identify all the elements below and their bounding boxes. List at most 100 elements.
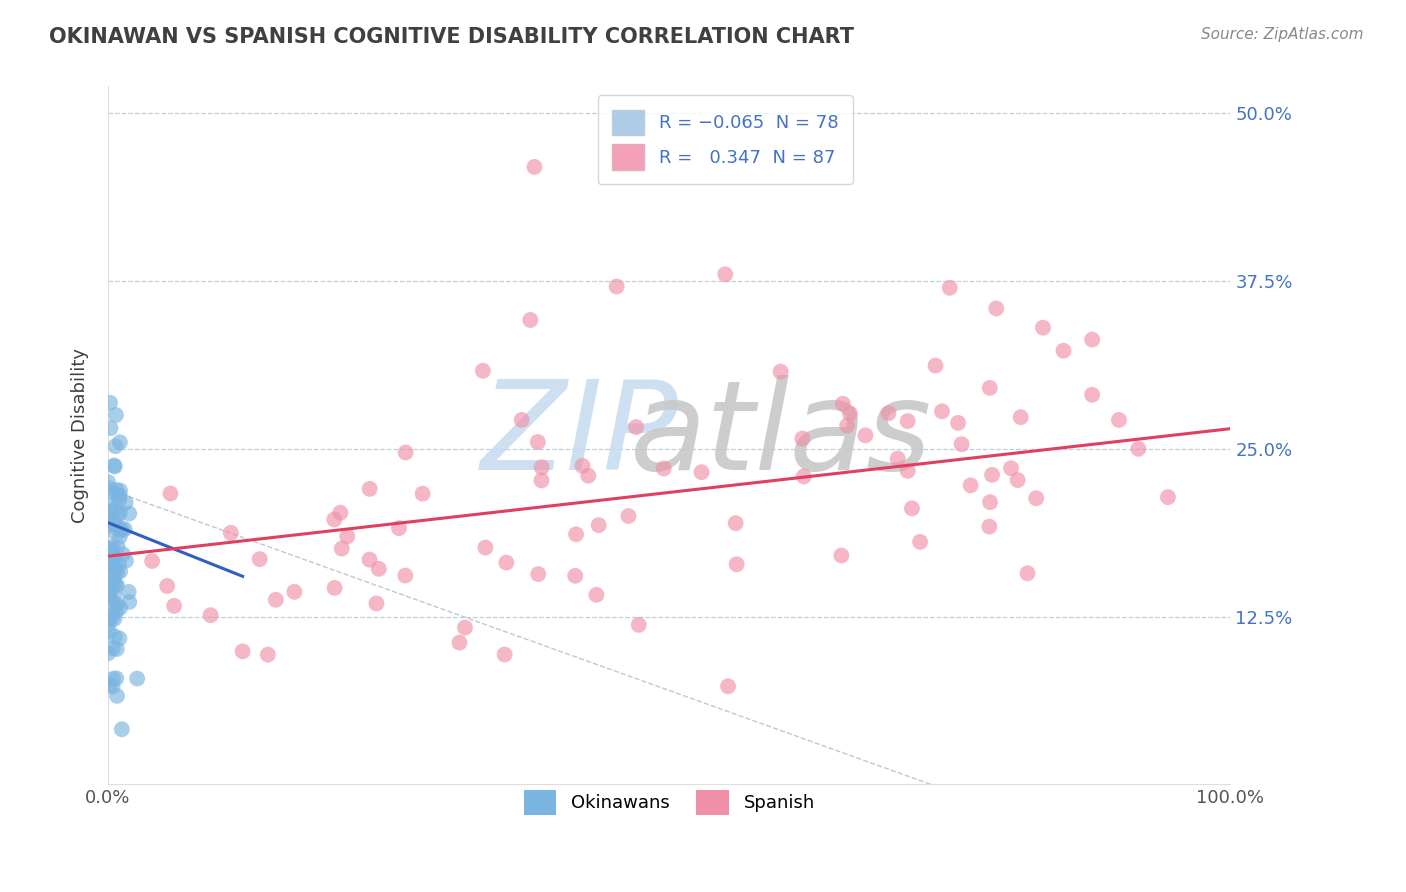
Point xyxy=(283,584,305,599)
Point xyxy=(111,723,134,737)
Point xyxy=(97,519,120,533)
Point xyxy=(104,566,127,581)
Point xyxy=(1081,333,1104,347)
Point xyxy=(108,530,131,544)
Point xyxy=(100,542,122,557)
Point xyxy=(449,635,471,649)
Point xyxy=(101,672,124,686)
Point xyxy=(323,581,346,595)
Point xyxy=(1017,566,1039,581)
Point xyxy=(163,599,186,613)
Point xyxy=(690,465,713,479)
Point xyxy=(105,672,128,686)
Point xyxy=(108,489,131,503)
Point xyxy=(97,481,120,495)
Point xyxy=(494,648,516,662)
Point xyxy=(585,588,607,602)
Point xyxy=(104,439,127,453)
Point xyxy=(101,611,124,625)
Point xyxy=(98,557,121,571)
Point xyxy=(886,451,908,466)
Point xyxy=(108,600,131,615)
Point xyxy=(200,608,222,623)
Point xyxy=(98,609,121,624)
Point xyxy=(981,467,1004,482)
Point xyxy=(105,689,128,703)
Point xyxy=(565,527,588,541)
Point xyxy=(108,483,131,498)
Point xyxy=(1000,461,1022,475)
Text: OKINAWAN VS SPANISH COGNITIVE DISABILITY CORRELATION CHART: OKINAWAN VS SPANISH COGNITIVE DISABILITY… xyxy=(49,27,855,46)
Text: ZIP: ZIP xyxy=(481,375,678,496)
Point xyxy=(495,556,517,570)
Point xyxy=(624,420,647,434)
Point xyxy=(564,569,586,583)
Point xyxy=(257,648,280,662)
Point xyxy=(336,529,359,543)
Point xyxy=(97,515,120,529)
Point xyxy=(264,592,287,607)
Point xyxy=(576,468,599,483)
Point xyxy=(159,486,181,500)
Point xyxy=(103,589,125,603)
Point xyxy=(101,558,124,573)
Point xyxy=(454,621,477,635)
Point xyxy=(931,404,953,418)
Point xyxy=(527,435,550,450)
Point xyxy=(103,612,125,626)
Point xyxy=(100,497,122,511)
Point xyxy=(367,562,389,576)
Point xyxy=(103,576,125,591)
Point xyxy=(959,478,981,492)
Point xyxy=(105,566,128,580)
Point xyxy=(1157,490,1180,504)
Point xyxy=(118,585,141,599)
Point xyxy=(108,435,131,450)
Point xyxy=(366,597,388,611)
Point xyxy=(839,407,862,421)
Point xyxy=(114,495,136,509)
Point xyxy=(359,482,381,496)
Point xyxy=(519,313,541,327)
Point xyxy=(98,678,121,692)
Point xyxy=(101,558,124,573)
Point xyxy=(104,459,127,474)
Point xyxy=(530,474,553,488)
Point xyxy=(329,506,352,520)
Point xyxy=(897,464,920,478)
Point xyxy=(627,618,650,632)
Point xyxy=(98,396,121,410)
Point xyxy=(101,641,124,656)
Point xyxy=(1010,410,1032,425)
Point xyxy=(115,554,138,568)
Point xyxy=(100,548,122,562)
Point xyxy=(98,624,121,639)
Point xyxy=(105,598,128,612)
Point xyxy=(98,585,121,599)
Point xyxy=(793,469,815,483)
Point xyxy=(330,541,353,556)
Point xyxy=(100,576,122,591)
Point xyxy=(104,630,127,644)
Legend: Okinawans, Spanish: Okinawans, Spanish xyxy=(515,780,824,824)
Point xyxy=(104,578,127,592)
Point xyxy=(724,516,747,531)
Point xyxy=(714,268,737,282)
Point xyxy=(652,461,675,475)
Point xyxy=(474,541,496,555)
Point xyxy=(979,519,1001,533)
Point xyxy=(901,501,924,516)
Point xyxy=(394,568,416,582)
Point xyxy=(219,525,242,540)
Point xyxy=(104,518,127,533)
Point xyxy=(924,359,946,373)
Point xyxy=(108,506,131,520)
Point xyxy=(939,281,962,295)
Point xyxy=(105,604,128,618)
Point xyxy=(946,416,969,430)
Point xyxy=(108,558,131,572)
Point xyxy=(769,365,792,379)
Point xyxy=(792,432,814,446)
Point xyxy=(323,512,346,526)
Point xyxy=(105,578,128,592)
